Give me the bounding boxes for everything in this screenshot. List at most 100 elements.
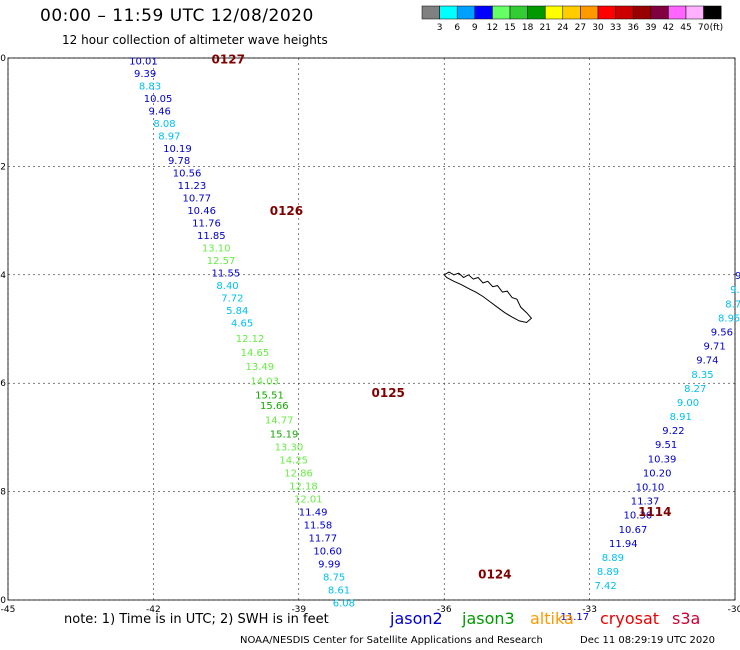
legend-label: 36 — [627, 23, 639, 33]
wave-height-value: 14.77 — [265, 415, 294, 426]
mission-label-altika: altika — [530, 609, 574, 628]
wave-height-value: 11.76 — [192, 219, 221, 230]
wave-height-value: 10.01 — [129, 57, 158, 68]
wave-height-value: 9.0 — [730, 285, 740, 296]
wave-height-value: 11.37 — [631, 497, 660, 508]
wave-height-value: 10.77 — [182, 194, 211, 205]
wave-height-value: 10.39 — [648, 454, 677, 465]
legend-swatch — [580, 5, 599, 20]
wave-height-value: 14.65 — [241, 348, 270, 359]
south-georgia-island-outline — [443, 271, 533, 324]
wave-height-value: 10.36 — [624, 511, 653, 522]
wave-height-value: 8.89 — [597, 567, 619, 578]
legend-label: 30 — [592, 23, 604, 33]
wave-height-value: 10.20 — [643, 468, 672, 479]
lon-tick-label: -36 — [437, 605, 452, 615]
legend-swatch — [685, 5, 704, 20]
legend-label: 33 — [610, 23, 621, 33]
wave-height-value: 9.46 — [149, 106, 171, 117]
wave-height-value: 8.61 — [328, 585, 350, 596]
wave-height-value: 7.42 — [594, 581, 616, 592]
mission-label-jason3: jason3 — [462, 609, 515, 628]
lat-tick-label: -52 — [0, 162, 6, 172]
wave-height-value: 11.77 — [308, 533, 337, 544]
wave-height-value: 11.58 — [304, 520, 333, 531]
wave-height-value: 9.74 — [696, 356, 718, 367]
wave-height-value: 5.84 — [226, 306, 248, 317]
wave-height-value: 9.39 — [134, 69, 156, 80]
lon-tick-label: -39 — [291, 605, 306, 615]
legend-swatch — [421, 5, 440, 20]
altimeter-tracks: 10.019.398.83 10.059.46 8.088.97 10.199.78 1… — [129, 57, 740, 624]
map-grid — [7, 57, 736, 601]
wave-height-value: 8.97 — [158, 131, 180, 142]
legend-swatch — [527, 5, 546, 20]
wave-height-value: 11.55 — [212, 268, 241, 279]
legend-label: 9 — [472, 23, 478, 33]
wave-height-value: 9. — [735, 271, 740, 282]
wave-height-value: 8.40 — [216, 281, 238, 292]
mission-label-s3a: s3a — [672, 609, 701, 628]
wave-height-value: 12.86 — [284, 468, 313, 479]
pass-label: 0126 — [270, 204, 303, 218]
wave-height-value: 10.10 — [636, 483, 665, 494]
map-subtitle: 12 hour collection of altimeter wave hei… — [62, 33, 328, 47]
legend-label: 12 — [487, 23, 498, 33]
pass-label: 0124 — [478, 567, 511, 581]
wave-height-value: 12.57 — [207, 256, 236, 267]
wave-height-value: 14.25 — [279, 455, 308, 466]
legend-swatch — [668, 5, 687, 20]
legend-swatch — [509, 5, 528, 20]
wave-height-value: 15.66 — [260, 401, 289, 412]
wave-height-value: 13.10 — [202, 243, 231, 254]
legend-label: 27 — [575, 23, 586, 33]
legend-swatch — [492, 5, 511, 20]
wave-height-value: 8.95 — [718, 313, 740, 324]
lat-tick-label: -56 — [0, 379, 6, 389]
color-scale-legend: 3 6 9 12 15 18 21 24 27 30 33 36 39 42 45 70 (ft) — [421, 5, 724, 33]
wave-height-value: 15.19 — [270, 429, 299, 440]
lon-tick-label: -33 — [582, 605, 597, 615]
wave-height-value: 9.51 — [655, 440, 677, 451]
legend-label: 45 — [680, 23, 691, 33]
legend-swatch — [650, 5, 669, 20]
legend-label: 15 — [504, 23, 515, 33]
mission-label-jason2: jason2 — [390, 609, 443, 628]
wave-height-value: 8.08 — [153, 119, 175, 130]
lat-tick-label: -50 — [0, 54, 6, 64]
pass-label: 0125 — [372, 386, 405, 400]
wave-height-value: 13.49 — [245, 362, 274, 373]
map-title: 00:00 – 11:59 UTC 12/08/2020 — [40, 6, 314, 26]
wave-height-value: 8.27 — [684, 384, 706, 395]
footer-credit: NOAA/NESDIS Center for Satellite Applica… — [240, 635, 543, 646]
wave-height-value: 12.01 — [294, 494, 323, 505]
wave-height-value: 10.19 — [163, 144, 192, 155]
wave-height-value: 8.91 — [670, 412, 692, 423]
legend-swatch — [597, 5, 616, 20]
lon-tick-label: -42 — [146, 605, 161, 615]
footer-timestamp: Dec 11 08:29:19 UTC 2020 — [580, 635, 715, 646]
pass-label: 0127 — [212, 52, 245, 66]
legend-label: 39 — [645, 23, 657, 33]
wave-height-value: 11.94 — [609, 539, 638, 550]
mission-label-cryosat: cryosat — [600, 609, 660, 628]
wave-height-value: 11.49 — [299, 507, 328, 518]
wave-height-value: 9.00 — [677, 398, 699, 409]
wave-height-value: 10.56 — [173, 169, 202, 180]
legend-label: 70 — [698, 23, 710, 33]
wave-height-value: 9.78 — [168, 156, 190, 167]
wave-height-value: 9.71 — [703, 342, 725, 353]
legend-label: 6 — [454, 23, 460, 33]
legend-swatch — [439, 5, 458, 20]
legend-label: 3 — [437, 23, 443, 33]
wave-height-value: 14.03 — [250, 376, 279, 387]
legend-label: 21 — [539, 23, 550, 33]
wave-height-value: 6.08 — [333, 599, 355, 610]
wave-height-value: 9.22 — [662, 426, 684, 437]
wave-height-value: 8.83 — [139, 81, 161, 92]
legend-swatch — [562, 5, 581, 20]
legend-unit: (ft) — [710, 23, 724, 33]
wave-height-value: 8.75 — [323, 572, 345, 583]
wave-height-value: 7.72 — [221, 293, 243, 304]
